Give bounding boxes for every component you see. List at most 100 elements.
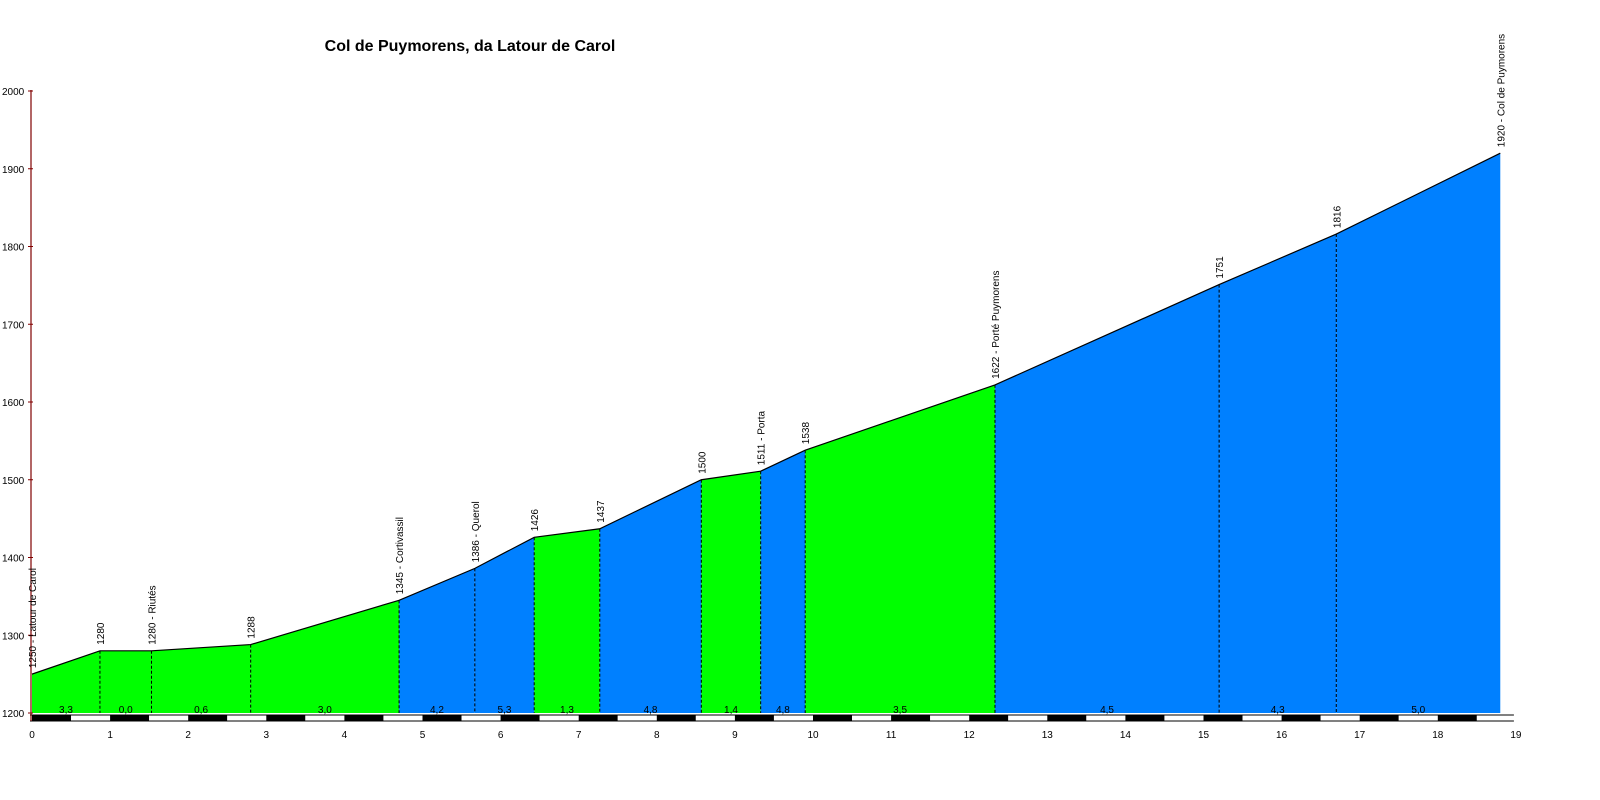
x-tick-label: 3 <box>264 730 270 741</box>
x-tick-label: 12 <box>964 730 976 741</box>
km-bar-piece <box>1242 715 1282 721</box>
km-bar-piece <box>422 715 462 721</box>
km-bar-piece <box>734 715 774 721</box>
km-bar-piece <box>1008 715 1048 721</box>
gradient-label: 4,3 <box>1271 705 1285 716</box>
km-bar-piece <box>383 715 423 721</box>
profile-segment <box>151 644 251 713</box>
point-label: 1816 <box>1332 205 1343 228</box>
km-bar-piece <box>656 715 696 721</box>
point-label: 1288 <box>247 616 258 639</box>
point-label: 1751 <box>1215 256 1226 279</box>
gradient-label: 0,0 <box>119 705 133 716</box>
km-bar-piece <box>1359 715 1399 721</box>
x-tick-label: 0 <box>29 730 35 741</box>
gradient-label: 5,3 <box>498 705 512 716</box>
km-bar-piece <box>539 715 579 721</box>
point-label: 1437 <box>596 500 607 523</box>
km-bar-piece <box>344 715 384 721</box>
x-tick-label: 19 <box>1510 730 1522 741</box>
y-tick-label: 1700 <box>2 320 25 331</box>
km-bar-piece <box>110 715 150 721</box>
gradient-label: 1,4 <box>724 705 738 716</box>
km-bar-piece <box>188 715 228 721</box>
profile-segment <box>805 384 995 713</box>
km-bar-piece <box>32 715 72 721</box>
km-bar-piece <box>1320 715 1360 721</box>
km-bar-piece <box>305 715 345 721</box>
km-bar-piece <box>578 715 618 721</box>
x-tick-label: 18 <box>1432 730 1444 741</box>
km-bar-piece <box>1281 715 1321 721</box>
km-bar-piece <box>1086 715 1126 721</box>
chart-title: Col de Puymorens, da Latour de Carol <box>324 38 616 55</box>
y-tick-label: 2000 <box>2 87 25 98</box>
y-tick-label: 1200 <box>2 709 25 720</box>
km-bar-piece <box>266 715 306 721</box>
y-tick-label: 1300 <box>2 631 25 642</box>
profile-line <box>31 152 1501 675</box>
gradient-label: 5,0 <box>1411 705 1425 716</box>
gradient-label: 3,3 <box>59 705 73 716</box>
km-bar-piece <box>813 715 853 721</box>
km-bar-piece <box>1203 715 1243 721</box>
x-tick-label: 14 <box>1120 730 1132 741</box>
point-label: 1622 - Porté Puymorens <box>991 271 1002 379</box>
point-label: 1426 <box>530 509 541 532</box>
profile-segment <box>534 528 600 713</box>
km-bar-piece <box>852 715 892 721</box>
y-tick-label: 1900 <box>2 165 25 176</box>
gradient-label: 4,8 <box>644 705 658 716</box>
y-tick-label: 1600 <box>2 398 25 409</box>
point-label: 1345 - Cortivassil <box>395 517 406 594</box>
profile-segment <box>99 650 152 713</box>
km-bar-piece <box>1125 715 1165 721</box>
profile-segment <box>399 568 475 713</box>
km-bar-piece <box>1047 715 1087 721</box>
km-bar-piece <box>227 715 267 721</box>
x-tick-label: 4 <box>342 730 348 741</box>
point-label: 1386 - Querol <box>471 501 482 562</box>
point-label: 1500 <box>697 451 708 474</box>
profile-segment <box>760 450 806 713</box>
gradient-label: 4,2 <box>430 705 444 716</box>
x-tick-label: 8 <box>654 730 660 741</box>
x-tick-label: 13 <box>1042 730 1054 741</box>
km-bar-piece <box>1437 715 1477 721</box>
profile-segment <box>599 479 702 713</box>
y-tick-label: 1500 <box>2 476 25 487</box>
x-tick-label: 5 <box>420 730 426 741</box>
km-bar-piece <box>71 715 111 721</box>
point-label: 1920 - Col de Puymorens <box>1496 34 1507 147</box>
gradient-label: 1,3 <box>560 705 574 716</box>
x-tick-label: 10 <box>807 730 819 741</box>
profile-segment <box>994 284 1220 713</box>
x-tick-label: 11 <box>886 730 897 741</box>
x-tick-label: 2 <box>185 730 191 741</box>
km-bar-piece <box>773 715 813 721</box>
x-tick-label: 9 <box>732 730 738 741</box>
km-bar-piece <box>149 715 189 721</box>
profile-segment <box>1336 153 1501 713</box>
point-label: 1538 <box>801 422 812 445</box>
km-bar-piece <box>695 715 735 721</box>
gradient-label: 3,0 <box>318 705 332 716</box>
km-bar-piece <box>891 715 931 721</box>
y-tick-label: 1800 <box>2 243 25 254</box>
x-tick-label: 7 <box>576 730 582 741</box>
km-bar-piece <box>969 715 1009 721</box>
profile-segment <box>474 537 535 713</box>
x-tick-label: 6 <box>498 730 504 741</box>
km-bar-piece <box>461 715 501 721</box>
km-bar-piece <box>1476 715 1514 721</box>
x-tick-label: 16 <box>1276 730 1288 741</box>
point-label: 1280 - Riutés <box>147 585 158 644</box>
profile-segment <box>32 650 100 713</box>
gradient-label: 3,5 <box>893 705 907 716</box>
profile-segment <box>1219 234 1337 713</box>
y-tick-label: 1400 <box>2 554 25 565</box>
gradient-label: 4,8 <box>776 705 790 716</box>
km-bar-piece <box>617 715 657 721</box>
gradient-label: 4,5 <box>1100 705 1114 716</box>
